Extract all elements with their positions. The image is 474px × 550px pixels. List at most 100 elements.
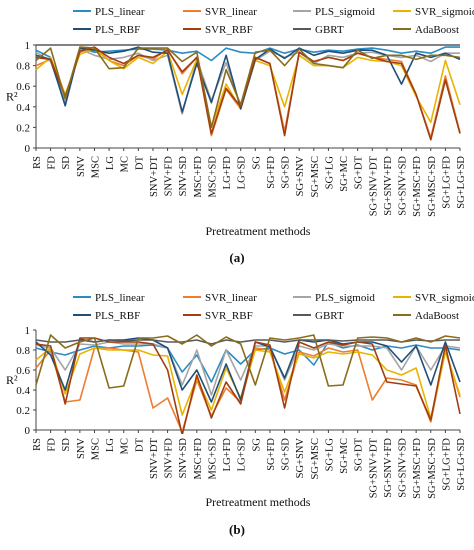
x-tick-label: SG+SNV+DT	[368, 437, 379, 498]
legend-item: SVR_linear	[183, 292, 257, 304]
y-tick-label: 0	[25, 143, 31, 155]
series-line-svr-rbf	[35, 337, 461, 434]
legend-label: SVR_sigmoid	[415, 292, 474, 304]
x-tick-label: SG+SD	[281, 438, 292, 471]
legend-item: AdaBoost	[393, 310, 459, 322]
x-tick-label: MC	[120, 156, 131, 172]
legend-item: PLS_sigmoid	[293, 6, 375, 18]
chart-legend: PLS_linear SVR_linear PLS_sigmoid SVR_sigmo…	[73, 292, 474, 322]
x-tick-label: SD	[61, 438, 72, 452]
x-tick-label: SG+MSC+SD	[427, 156, 438, 217]
legend-item: PLS_linear	[73, 6, 145, 18]
x-tick-label: SG+LG+FD	[441, 438, 452, 491]
x-tick-label: LG+FD	[222, 438, 233, 472]
series-line-pls-linear	[35, 46, 460, 106]
x-tick-label: SG+LG+FD	[441, 156, 452, 209]
x-tick-label: SNV+SD	[178, 156, 189, 197]
x-tick-label: MSC+SD	[207, 438, 218, 480]
series-line-adaboost	[35, 334, 461, 389]
legend-item: PLS_sigmoid	[293, 292, 375, 304]
legend-item: PLS_RBF	[73, 24, 140, 36]
legend-label: AdaBoost	[415, 24, 459, 36]
x-tick-label: SG+LG+SD	[456, 156, 467, 209]
chart-panel-b: PLS_linear SVR_linear PLS_sigmoid SVR_sigmo…	[6, 292, 474, 537]
legend-item: AdaBoost	[393, 24, 459, 36]
panel-label: (b)	[229, 522, 245, 537]
x-tick-label: SG+MSC	[310, 438, 321, 480]
legend-item: SVR_RBF	[183, 310, 253, 322]
x-tick-label: LG	[105, 438, 116, 452]
y-tick-label: 0.2	[16, 405, 30, 417]
series-line-adaboost	[35, 46, 461, 129]
legend-label: PLS_linear	[95, 292, 145, 304]
y-axis-title: R²	[6, 90, 18, 104]
x-tick-label: SG+MSC	[310, 156, 321, 198]
y-tick-label: 0	[25, 425, 31, 437]
legend-label: PLS_RBF	[95, 310, 140, 322]
series-line-svr-rbf	[35, 46, 461, 141]
y-tick-label: 0.6	[16, 365, 30, 377]
legend-item: GBRT	[293, 310, 344, 322]
legend-item: SVR_sigmoid	[393, 292, 474, 304]
x-tick-label: RS	[32, 156, 43, 169]
x-tick-label: MSC	[90, 156, 101, 178]
x-tick-label: SG+SD	[281, 156, 292, 189]
legend-label: SVR_linear	[205, 6, 257, 18]
x-tick-label: DT	[134, 437, 145, 452]
series-group	[35, 334, 461, 434]
legend-label: PLS_linear	[95, 6, 145, 18]
x-tick-label: RS	[32, 438, 43, 451]
y-tick-label: 0.2	[16, 122, 30, 134]
legend-label: PLS_sigmoid	[315, 292, 375, 304]
x-tick-label: MSC	[90, 438, 101, 460]
legend-label: GBRT	[315, 310, 344, 322]
panel-label: (a)	[229, 250, 244, 265]
legend-label: AdaBoost	[415, 310, 459, 322]
x-tick-label: DT	[134, 155, 145, 170]
x-tick-label: SNV+FD	[164, 438, 175, 479]
series-line-svr-linear	[35, 46, 461, 139]
x-tick-label: SG+FD	[266, 438, 277, 471]
y-tick-label: 0.6	[16, 81, 30, 93]
x-tick-label: SG+SNV+FD	[383, 156, 394, 216]
x-tick-label: SG+SNV+DT	[368, 155, 379, 216]
x-tick-label: LG+SD	[237, 156, 248, 190]
legend-label: GBRT	[315, 24, 344, 36]
y-tick-label: 1	[25, 40, 31, 52]
y-tick-label: 0.4	[16, 102, 30, 114]
legend-label: SVR_RBF	[205, 310, 253, 322]
x-tick-label: MSC+FD	[193, 156, 204, 198]
x-tick-label: SG+SNV+SD	[398, 156, 409, 216]
legend-item: SVR_sigmoid	[393, 6, 474, 18]
x-tick-label: SNV+DT	[149, 437, 160, 479]
x-tick-label: SG+LG+SD	[456, 438, 467, 491]
legend-label: SVR_sigmoid	[415, 6, 474, 18]
y-tick-label: 0.4	[16, 385, 30, 397]
y-tick-label: 1	[25, 325, 31, 337]
legend-label: PLS_sigmoid	[315, 6, 375, 18]
series-line-gbrt	[35, 339, 460, 345]
x-axis-title: Pretreatment methods	[206, 495, 311, 509]
x-tick-label: SG+LG	[324, 438, 335, 472]
chart-panel-a: PLS_linear SVR_linear PLS_sigmoid SVR_sigmo…	[6, 6, 474, 265]
x-tick-label: MSC+FD	[193, 438, 204, 480]
x-tick-label: MC	[120, 438, 131, 454]
y-tick-label: 0.8	[16, 345, 30, 357]
x-tick-label: SNV+FD	[164, 156, 175, 197]
x-tick-label: FD	[47, 438, 58, 452]
legend-item: GBRT	[293, 24, 344, 36]
x-tick-label: SNV	[76, 438, 87, 459]
x-tick-label: LG+SD	[237, 438, 248, 472]
x-tick-label: SG+SNV+SD	[398, 438, 409, 498]
series-group	[35, 44, 461, 141]
x-tick-label: SG	[251, 438, 262, 452]
x-tick-label: SG+MSC+SD	[427, 438, 438, 499]
x-tick-label: LG+FD	[222, 156, 233, 190]
x-tick-label: SG+SNV+FD	[383, 438, 394, 498]
x-tick-label: SG+SNV	[295, 156, 306, 197]
x-tick-label: LG	[105, 156, 116, 170]
x-tick-label: SG+MSC+FD	[412, 156, 423, 217]
legend-item: PLS_linear	[73, 292, 145, 304]
x-tick-label: SNV	[76, 156, 87, 177]
x-tick-label: SNV+SD	[178, 438, 189, 479]
